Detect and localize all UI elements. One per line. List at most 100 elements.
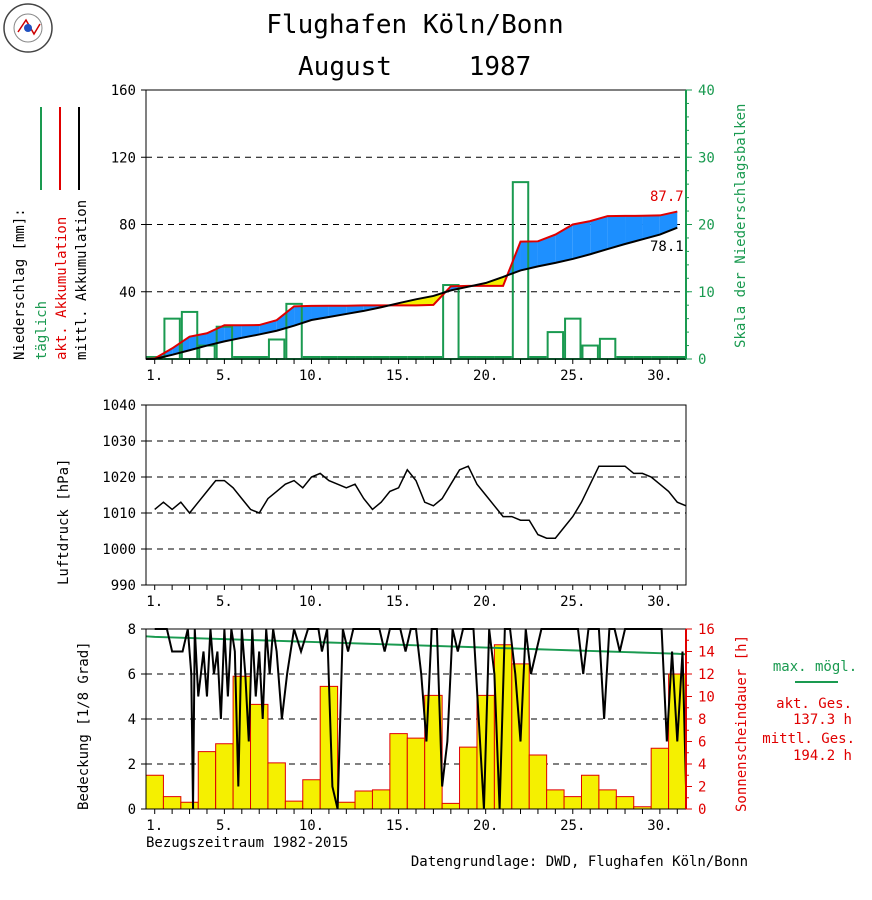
y-tick-label: 1000 (102, 542, 136, 558)
x-tick-label: 20. (473, 368, 498, 384)
x-tick-label: 25. (560, 818, 585, 834)
x-tick-label: 1. (146, 368, 163, 384)
data-source: Datengrundlage: DWD, Flughafen Köln/Bonn (411, 854, 748, 870)
y-tick-label: 1020 (102, 470, 136, 486)
sunshine-bar (302, 779, 321, 810)
ylabel-precip-title: Niederschlag [mm]: (12, 208, 28, 360)
legend-current-total-label: akt. Ges. (776, 696, 852, 712)
mean-accumulation-line (146, 226, 678, 360)
sunshine-bar (215, 743, 234, 810)
daily-precip-bar (546, 331, 565, 361)
sunshine-bar (563, 796, 582, 810)
accumulation-fill (572, 221, 591, 259)
sunshine-bar (371, 789, 391, 810)
daily-precip-bar (581, 344, 599, 360)
legend-max-possible: max. mögl. (773, 659, 857, 675)
y2-tick-label: 40 (698, 83, 715, 99)
cloud-sunshine-panel: 0 2 4 6 8 0 2 4 6 8 10 12 14 16 1. 5. 10. 15. 20. 25. 30. (128, 622, 715, 834)
y2-tick-label: 30 (698, 150, 715, 166)
chart-month: August (298, 52, 392, 82)
y2-tick-label: 6 (698, 735, 706, 751)
sunshine-bar (615, 796, 635, 810)
annotation-current-total: 87.7 (650, 189, 684, 205)
accumulation-fill (346, 305, 364, 314)
legend-current-total-value: 137.3 h (793, 712, 852, 728)
accumulation-fill (537, 234, 556, 267)
y2-tick-label: 10 (698, 285, 715, 301)
y2-tick-label: 2 (698, 780, 706, 796)
y-tick-label: 1010 (102, 506, 136, 522)
y2-tick-label: 20 (698, 218, 715, 234)
y-tick-label: 80 (119, 218, 136, 234)
sunshine-bar (354, 790, 373, 810)
y2-tick-label: 4 (698, 757, 706, 773)
ylabel-precip-mean: mittl. Akkumulation (74, 200, 90, 360)
accumulation-fill (590, 216, 608, 255)
precipitation-panel: 40 80 120 160 0 10 20 30 40 1. 5. 10. 15. 20. 25. 30. (111, 83, 715, 384)
y2-tick-label: 8 (698, 712, 706, 728)
x-tick-label: 15. (386, 368, 411, 384)
ylabel-precip-daily: täglich (34, 301, 50, 360)
y-tick-label: 120 (111, 150, 136, 166)
sunshine-bar (250, 703, 269, 810)
sunshine-bar (546, 789, 565, 810)
y-tick-label: 6 (128, 667, 136, 683)
y2-tick-label: 0 (698, 802, 706, 818)
x-tick-label: 5. (216, 818, 233, 834)
daily-precip-bar (267, 338, 286, 360)
ylabel-pressure: Luftdruck [hPa] (56, 459, 72, 585)
max-possible-sunshine-line (145, 635, 687, 656)
x-tick-label: 15. (386, 594, 411, 610)
chart-title: Flughafen Köln/Bonn (266, 10, 563, 40)
x-tick-label: 20. (473, 818, 498, 834)
sunshine-bar (267, 762, 286, 810)
x-tick-label: 5. (216, 594, 233, 610)
y-tick-label: 0 (128, 802, 136, 818)
pressure-line (154, 465, 687, 539)
sunshine-bar (406, 737, 426, 810)
x-tick-label: 30. (647, 818, 672, 834)
chart-year: 1987 (469, 52, 532, 82)
accumulation-fill (642, 215, 660, 240)
y2-tick-label: 12 (698, 667, 715, 683)
y2label-precip: Skala der Niederschlagsbalken (733, 104, 749, 348)
legend-mean-total-value: 194.2 h (793, 748, 852, 764)
sunshine-bar (197, 751, 217, 810)
y-tick-label: 1030 (102, 434, 136, 450)
x-tick-label: 30. (647, 594, 672, 610)
sunshine-bar (441, 802, 461, 810)
x-tick-label: 10. (299, 368, 324, 384)
ylabel-precip-current: akt. Akkumulation (54, 217, 70, 360)
accumulation-fill (416, 295, 434, 306)
annotation-mean-total: 78.1 (650, 239, 684, 255)
sunshine-bar (284, 800, 304, 810)
x-tick-label: 20. (473, 594, 498, 610)
x-tick-label: 5. (216, 368, 233, 384)
y2-tick-label: 0 (698, 352, 706, 368)
y-tick-label: 4 (128, 712, 136, 728)
x-tick-label: 10. (299, 818, 324, 834)
y-tick-label: 990 (111, 578, 136, 594)
sunshine-bar (162, 796, 182, 810)
legend-mean-total-label: mittl. Ges. (762, 731, 855, 747)
sunshine-bar (528, 754, 548, 810)
sunshine-bar (180, 801, 199, 810)
pressure-panel: 990 1000 1010 1020 1030 1040 1. 5. 10. 15. 20. 25. 3… (102, 398, 687, 610)
sunshine-bar (580, 774, 600, 810)
y-tick-label: 40 (119, 285, 136, 301)
accumulation-fill (625, 215, 643, 245)
x-tick-label: 1. (146, 594, 163, 610)
x-tick-label: 15. (386, 818, 411, 834)
x-tick-label: 10. (299, 594, 324, 610)
ylabel-cloud: Bedeckung [1/8 Grad] (76, 641, 92, 810)
y2label-sunshine: Sonnenscheindauer [h] (734, 635, 750, 812)
accumulation-fill (224, 325, 242, 342)
sunshine-bar (145, 774, 164, 810)
accumulation-fill (311, 305, 329, 320)
x-tick-label: 25. (560, 594, 585, 610)
y2-tick-label: 16 (698, 622, 715, 638)
accumulation-fill (520, 241, 538, 271)
y2-tick-label: 14 (698, 645, 715, 661)
y-tick-label: 160 (111, 83, 136, 99)
